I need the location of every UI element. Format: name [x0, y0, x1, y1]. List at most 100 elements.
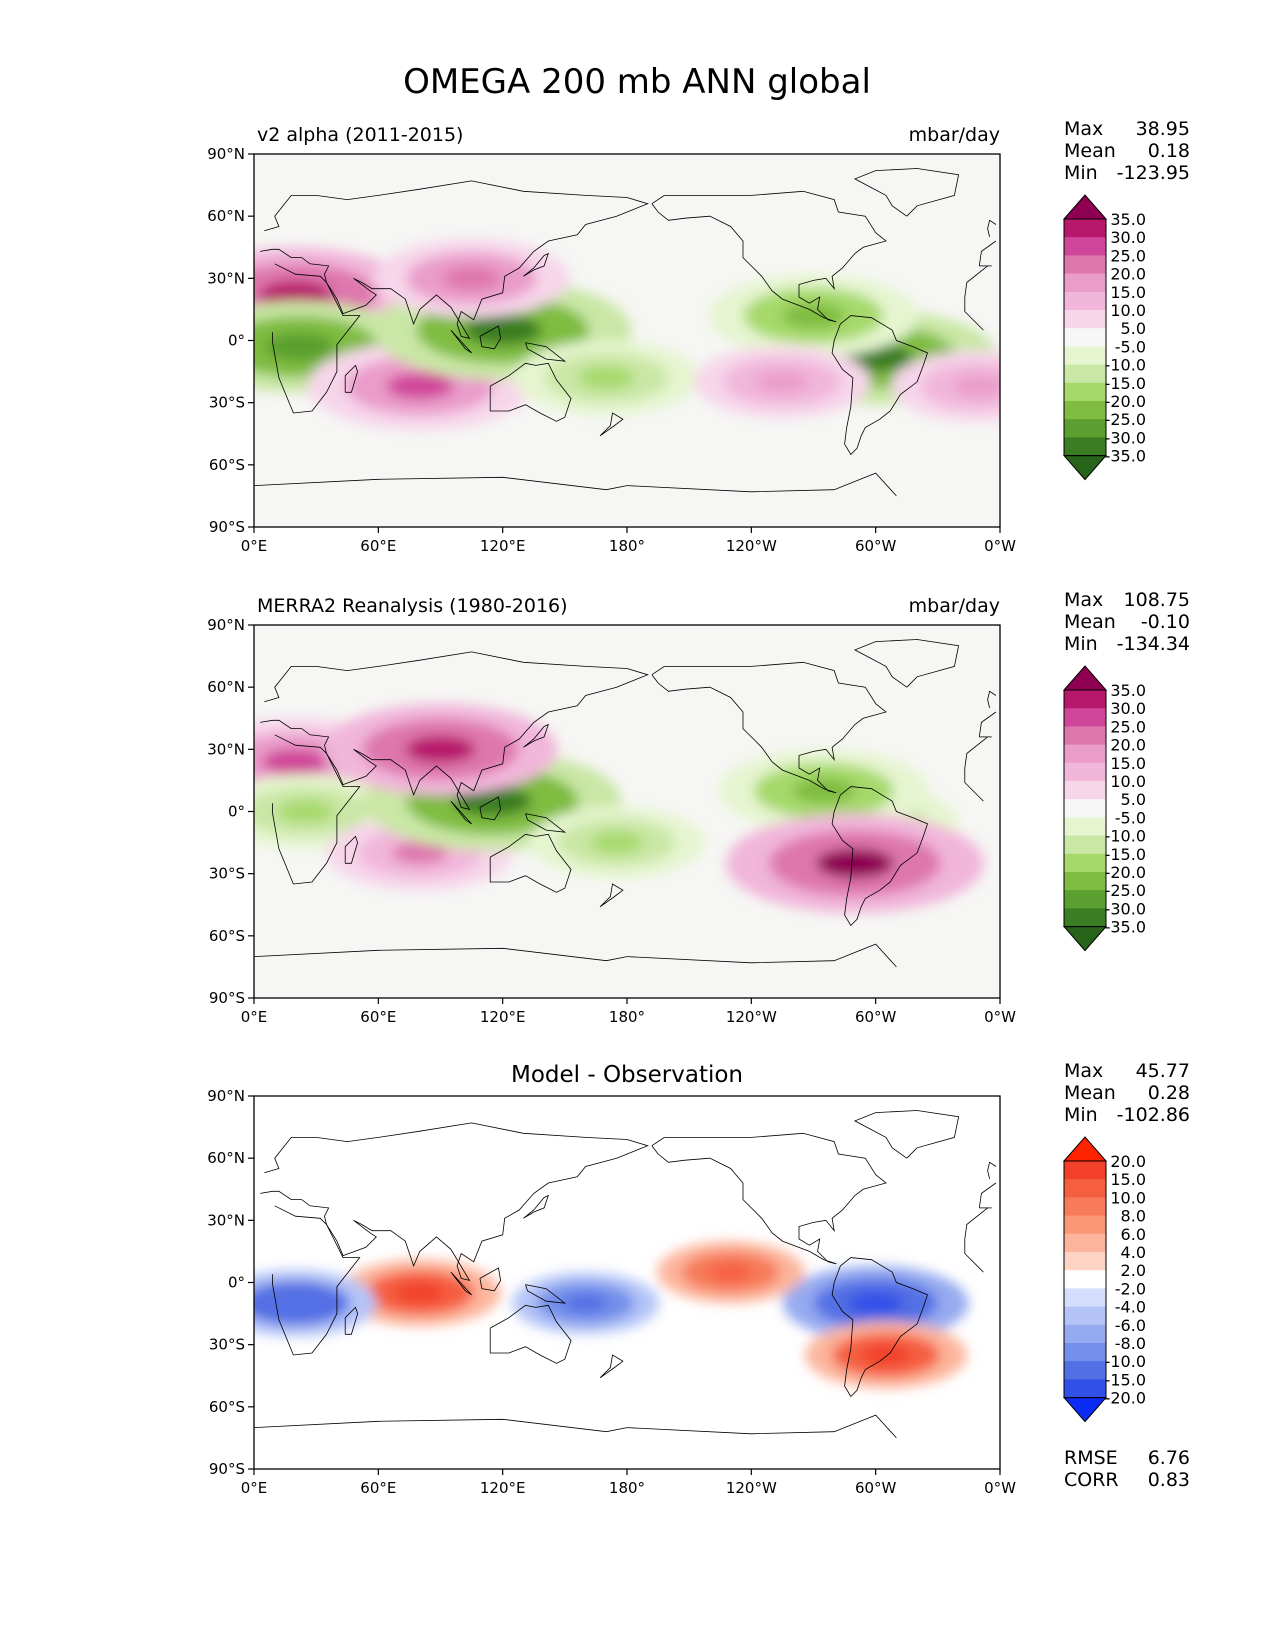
x-tick-label: 60°E [360, 537, 396, 555]
coastline [260, 180, 649, 340]
colorbar-extension [1062, 194, 1108, 220]
coastline [523, 723, 549, 748]
colorbar-segment [1064, 1197, 1106, 1217]
colorbar-tick-label: -25.0 [1105, 410, 1146, 429]
panel-observation: MERRA2 Reanalysis (1980-2016) mbar/day 0… [207, 589, 1190, 1026]
colorbar-tick-label: -30.0 [1105, 899, 1146, 918]
coastline [651, 661, 887, 794]
colorbar-tick-label: -5.0 [1115, 337, 1146, 356]
panel-units-model: mbar/day [909, 124, 1000, 146]
coastline [831, 315, 928, 456]
field-core [952, 375, 1000, 397]
field-core [261, 748, 330, 775]
y-tick-label: 0° [228, 803, 245, 821]
y-tick-label: 30°N [207, 740, 245, 758]
colorbar-tick-label: -20.0 [1105, 863, 1146, 882]
coastlines-difference [254, 1110, 997, 1439]
y-tick-label: 90°S [209, 518, 245, 536]
coastlines-model [254, 168, 997, 497]
colorbar-tick-label: 30.0 [1110, 228, 1146, 247]
y-tick-label: 90°N [207, 145, 245, 163]
colorbar-tick-label: 10.0 [1110, 772, 1146, 791]
coastline [978, 240, 997, 266]
stat-max-value: 38.95 [1136, 118, 1190, 140]
coastline [599, 883, 624, 908]
colorbar-segment [1064, 1306, 1106, 1326]
colorbar-difference: 20.015.010.08.06.04.02.0-2.0-4.0-6.0-8.0… [1062, 1136, 1146, 1423]
colorbar-tick-label: -5.0 [1115, 808, 1146, 827]
colorbar-tick-label: 35.0 [1110, 210, 1146, 229]
coastline [344, 835, 359, 864]
panel-title-difference: Model - Observation [511, 1062, 743, 1088]
colorbar-tick-label: 5.0 [1121, 790, 1146, 809]
coastline [978, 711, 997, 737]
stats-model: Max 38.95 Mean 0.18 Min -123.95 [1064, 118, 1190, 184]
y-tick-label: 90°S [209, 1460, 245, 1478]
coastline [599, 1354, 624, 1379]
axes-observation: 0°E 60°E 120°E 180° 120°W 60°W 0°W 90°N 60°N 30°N… [207, 616, 1016, 1026]
stat-min-label: Min [1064, 162, 1098, 184]
field-core [277, 800, 334, 823]
y-tick-label: 60°S [209, 456, 245, 474]
colorbar-segment [1064, 291, 1106, 311]
colorbar-tick-label: 4.0 [1121, 1243, 1146, 1262]
colorbar-segment [1064, 1361, 1106, 1380]
colorbar-segment [1064, 328, 1106, 347]
colorbar-tick-label: -35.0 [1105, 447, 1146, 466]
stat-min-value: -102.86 [1117, 1104, 1190, 1126]
colorbar-tick-label: 35.0 [1110, 681, 1146, 700]
field-core [847, 1291, 904, 1315]
field-model [254, 239, 1000, 431]
colorbar-tick-label: 20.0 [1110, 736, 1146, 755]
coastline [987, 690, 997, 708]
field-core [264, 332, 335, 361]
colorbar-tick-label: -15.0 [1105, 374, 1146, 393]
stat-max-label: Max [1064, 118, 1103, 140]
x-tick-label: 180° [609, 1479, 645, 1497]
y-tick-label: 30°N [207, 269, 245, 287]
stat-mean-value: 0.18 [1148, 140, 1190, 162]
coastline [479, 325, 502, 350]
stat-mean-value: 0.28 [1148, 1082, 1190, 1104]
colorbar-segment [1064, 835, 1106, 855]
field-core [463, 315, 542, 346]
x-tick-label: 180° [609, 1008, 645, 1026]
colorbar-tick-label: -15.0 [1105, 1370, 1146, 1389]
colorbar-tick-label: 2.0 [1121, 1261, 1146, 1280]
colorbar-segment [1064, 908, 1106, 928]
colorbar-tick-label: 25.0 [1110, 246, 1146, 265]
colorbar-tick-label: -2.0 [1115, 1279, 1146, 1298]
axes-model: 0°E 60°E 120°E 180° 120°W 60°W 0°W 90°N 60°N 30°N… [207, 145, 1016, 555]
coastline [651, 1132, 887, 1265]
stat-mean-label: Mean [1064, 1082, 1116, 1104]
coastline [272, 1205, 361, 1356]
coastline [831, 1257, 928, 1398]
colorbar-frame [1063, 689, 1107, 928]
coastline [525, 342, 567, 362]
colorbar-tick-label: -10.0 [1105, 1352, 1146, 1371]
colorbar-segment [1064, 799, 1106, 818]
colorbar-segment [1064, 273, 1106, 293]
stats-difference: Max 45.77 Mean 0.28 Min -102.86 RMSE 6.7… [1064, 1060, 1190, 1491]
x-tick-label: 0°W [984, 1008, 1016, 1026]
colorbar-segment [1064, 762, 1106, 782]
y-tick-label: 60°N [207, 1149, 245, 1167]
field-core [271, 1293, 320, 1314]
stat-max-label: Max [1064, 589, 1103, 611]
panel-difference: Model - Observation 0°E 60°E 120°E 180° 120°… [207, 1060, 1190, 1497]
y-tick-label: 30°S [209, 865, 245, 883]
colorbar-tick-label: 10.0 [1110, 1188, 1146, 1207]
colorbar-segment [1064, 237, 1106, 256]
colorbar-tick-label: -8.0 [1115, 1334, 1146, 1353]
coastline [978, 1182, 997, 1208]
colorbar-segment [1064, 346, 1106, 366]
coastline [525, 813, 567, 833]
stat-mean-label: Mean [1064, 611, 1116, 633]
coastline [450, 1271, 472, 1296]
coastline [489, 362, 572, 422]
panel-title-model: v2 alpha (2011-2015) [257, 124, 463, 146]
colorbar-segment [1064, 890, 1106, 909]
coastline [626, 1414, 897, 1439]
axes-difference: 0°E 60°E 120°E 180° 120°W 60°W 0°W 90°N 60°N 30°N… [207, 1087, 1016, 1497]
coastline [450, 800, 472, 825]
